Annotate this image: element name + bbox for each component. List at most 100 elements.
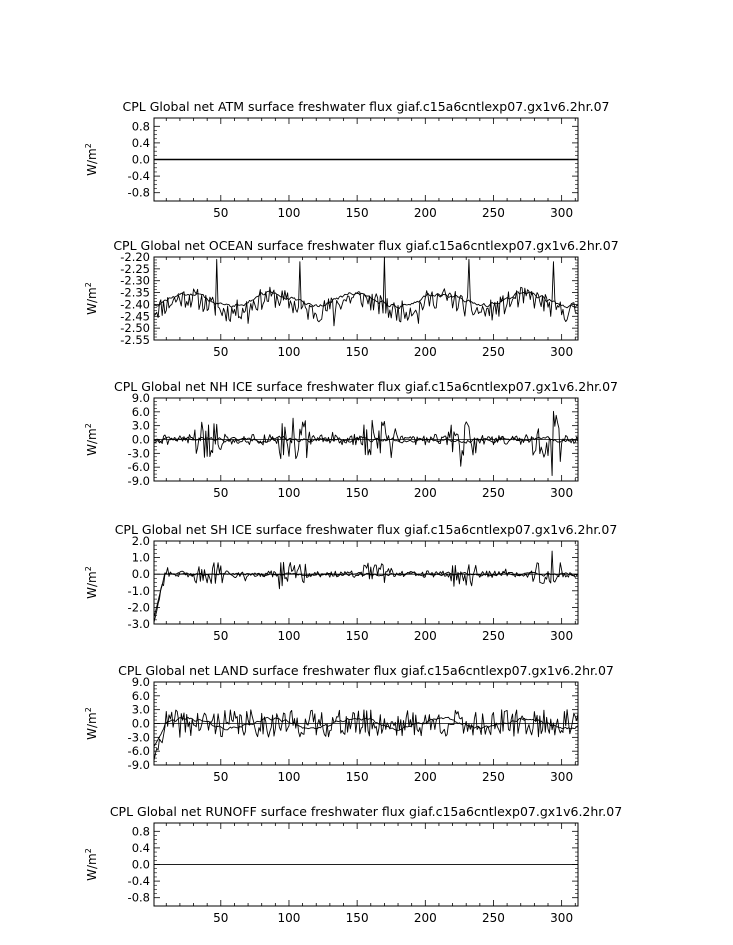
series-line-2 <box>153 435 579 444</box>
x-tick-label: 50 <box>213 345 228 359</box>
y-tick-label: 3.0 <box>132 703 150 717</box>
x-tick-label: 300 <box>550 911 573 925</box>
y-tick-label: 0.8 <box>132 119 150 133</box>
y-tick-label: -3.0 <box>128 446 150 460</box>
x-tick-label: 300 <box>550 345 573 359</box>
y-tick-label: -3.0 <box>128 730 150 744</box>
chart-panel-3: CPL Global net NH ICE surface freshwater… <box>84 379 618 500</box>
y-tick-label: -6.0 <box>128 460 150 474</box>
y-tick-label: -2.55 <box>120 333 150 347</box>
y-tick-label: 0.0 <box>132 717 150 731</box>
chart-title: CPL Global net LAND surface freshwater f… <box>118 663 614 678</box>
x-tick-label: 300 <box>550 486 573 500</box>
x-tick-label: 200 <box>414 629 437 643</box>
y-tick-label: -0.8 <box>128 186 150 200</box>
y-tick-label: 2.0 <box>132 534 150 548</box>
x-tick-label: 200 <box>414 770 437 784</box>
x-tick-label: 100 <box>278 345 301 359</box>
x-tick-label: 200 <box>414 486 437 500</box>
y-tick-label: -9.0 <box>128 758 150 772</box>
y-tick-label: 6.0 <box>132 689 150 703</box>
x-tick-label: 200 <box>414 345 437 359</box>
chart-panel-1: CPL Global net ATM surface freshwater fl… <box>84 99 609 220</box>
chart-panel-6: CPL Global net RUNOFF surface freshwater… <box>84 804 622 925</box>
y-tick-label: 1.0 <box>132 551 150 565</box>
x-tick-label: 200 <box>414 206 437 220</box>
y-tick-label: -0.8 <box>128 891 150 905</box>
chart-title: CPL Global net SH ICE surface freshwater… <box>115 522 618 537</box>
x-tick-label: 300 <box>550 770 573 784</box>
y-tick-label: -2.40 <box>120 297 150 311</box>
x-tick-label: 150 <box>346 770 369 784</box>
x-tick-label: 50 <box>213 629 228 643</box>
y-tick-label: 0.8 <box>132 824 150 838</box>
y-axis-label: W/m2 <box>84 848 99 881</box>
y-tick-label: -1.0 <box>128 584 150 598</box>
x-tick-label: 100 <box>278 206 301 220</box>
y-tick-label: -3.0 <box>128 617 150 631</box>
x-tick-label: 250 <box>482 486 505 500</box>
y-tick-label: 9.0 <box>132 391 150 405</box>
y-tick-label: -2.25 <box>120 262 150 276</box>
x-tick-label: 100 <box>278 911 301 925</box>
x-tick-label: 150 <box>346 911 369 925</box>
y-tick-label: -9.0 <box>128 474 150 488</box>
y-tick-label: 0.0 <box>132 567 150 581</box>
chart-title: CPL Global net ATM surface freshwater fl… <box>123 99 610 114</box>
y-tick-label: -6.0 <box>128 744 150 758</box>
x-tick-label: 100 <box>278 770 301 784</box>
y-axis-label: W/m2 <box>84 143 99 176</box>
series-line-2 <box>153 716 579 747</box>
x-tick-label: 250 <box>482 770 505 784</box>
x-tick-label: 50 <box>213 486 228 500</box>
y-axis-label: W/m2 <box>84 566 99 599</box>
y-axis-label: W/m2 <box>84 707 99 740</box>
y-tick-label: 0.0 <box>132 433 150 447</box>
x-tick-label: 100 <box>278 486 301 500</box>
series-line-2 <box>153 290 579 309</box>
x-tick-label: 50 <box>213 911 228 925</box>
x-tick-label: 250 <box>482 206 505 220</box>
chart-title: CPL Global net NH ICE surface freshwater… <box>114 379 618 394</box>
x-tick-label: 250 <box>482 345 505 359</box>
y-tick-label: 0.0 <box>132 153 150 167</box>
x-tick-label: 50 <box>213 770 228 784</box>
y-tick-label: -2.45 <box>120 309 150 323</box>
chart-title: CPL Global net OCEAN surface freshwater … <box>113 238 618 253</box>
x-tick-label: 150 <box>346 345 369 359</box>
x-tick-label: 150 <box>346 206 369 220</box>
x-tick-label: 100 <box>278 629 301 643</box>
series-line-1 <box>153 256 579 327</box>
x-tick-label: 300 <box>550 629 573 643</box>
y-tick-label: 0.4 <box>132 136 150 150</box>
x-tick-label: 150 <box>346 486 369 500</box>
y-axis-label: W/m2 <box>84 423 99 456</box>
y-axis-label: W/m2 <box>84 282 99 315</box>
y-tick-label: 0.0 <box>132 858 150 872</box>
y-tick-label: -2.50 <box>120 321 150 335</box>
y-tick-label: -2.30 <box>120 274 150 288</box>
chart-title: CPL Global net RUNOFF surface freshwater… <box>110 804 622 819</box>
series-line-1 <box>153 410 579 476</box>
chart-panel-4: CPL Global net SH ICE surface freshwater… <box>84 522 617 643</box>
y-tick-label: -0.4 <box>128 874 150 888</box>
chart-panel-2: CPL Global net OCEAN surface freshwater … <box>84 238 619 359</box>
series-line-1 <box>153 709 579 761</box>
y-tick-label: 9.0 <box>132 675 150 689</box>
x-tick-label: 250 <box>482 911 505 925</box>
y-tick-label: -2.20 <box>120 250 150 264</box>
series-line-2 <box>153 571 579 618</box>
x-tick-label: 50 <box>213 206 228 220</box>
x-tick-label: 250 <box>482 629 505 643</box>
x-tick-label: 150 <box>346 629 369 643</box>
x-tick-label: 200 <box>414 911 437 925</box>
y-tick-label: -2.35 <box>120 286 150 300</box>
y-tick-label: 3.0 <box>132 419 150 433</box>
y-tick-label: -2.0 <box>128 600 150 614</box>
x-tick-label: 300 <box>550 206 573 220</box>
y-tick-label: -0.4 <box>128 169 150 183</box>
plot-frame <box>153 540 579 625</box>
series-line-1 <box>153 550 579 623</box>
y-tick-label: 0.4 <box>132 841 150 855</box>
